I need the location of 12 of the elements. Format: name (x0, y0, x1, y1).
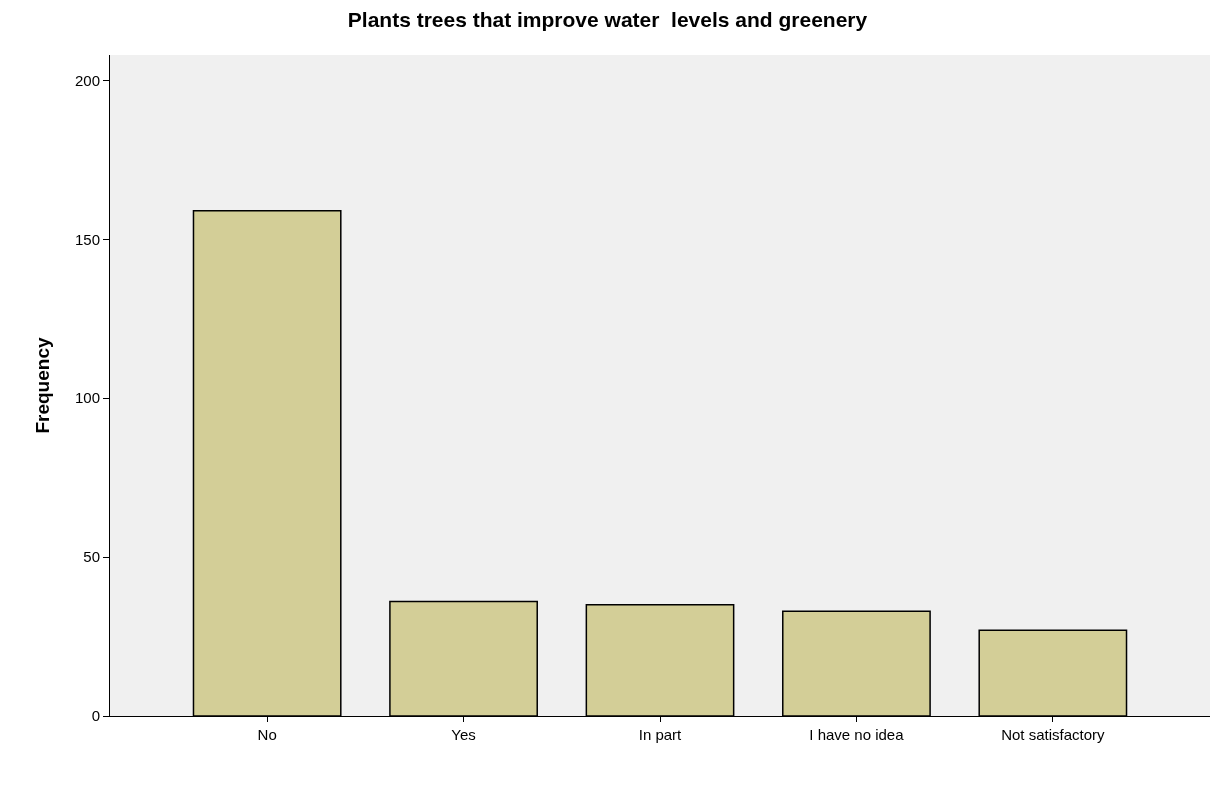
x-tick-label: Not satisfactory (1001, 726, 1106, 743)
y-tick-label: 100 (74, 389, 100, 407)
chart-title: Plants trees that improve water levels and greenery (347, 7, 868, 31)
x-tick-label: No (257, 726, 277, 743)
y-axis-title: Frequency (31, 337, 53, 434)
y-tick-label: 200 (74, 71, 100, 89)
y-tick-label: 150 (74, 230, 100, 248)
x-tick-label: In part (638, 726, 683, 743)
y-tick-label: 0 (91, 707, 100, 725)
y-tick-label: 50 (83, 548, 100, 566)
x-tick-label: Yes (451, 726, 476, 743)
x-tick-label: I have no idea (809, 726, 905, 743)
